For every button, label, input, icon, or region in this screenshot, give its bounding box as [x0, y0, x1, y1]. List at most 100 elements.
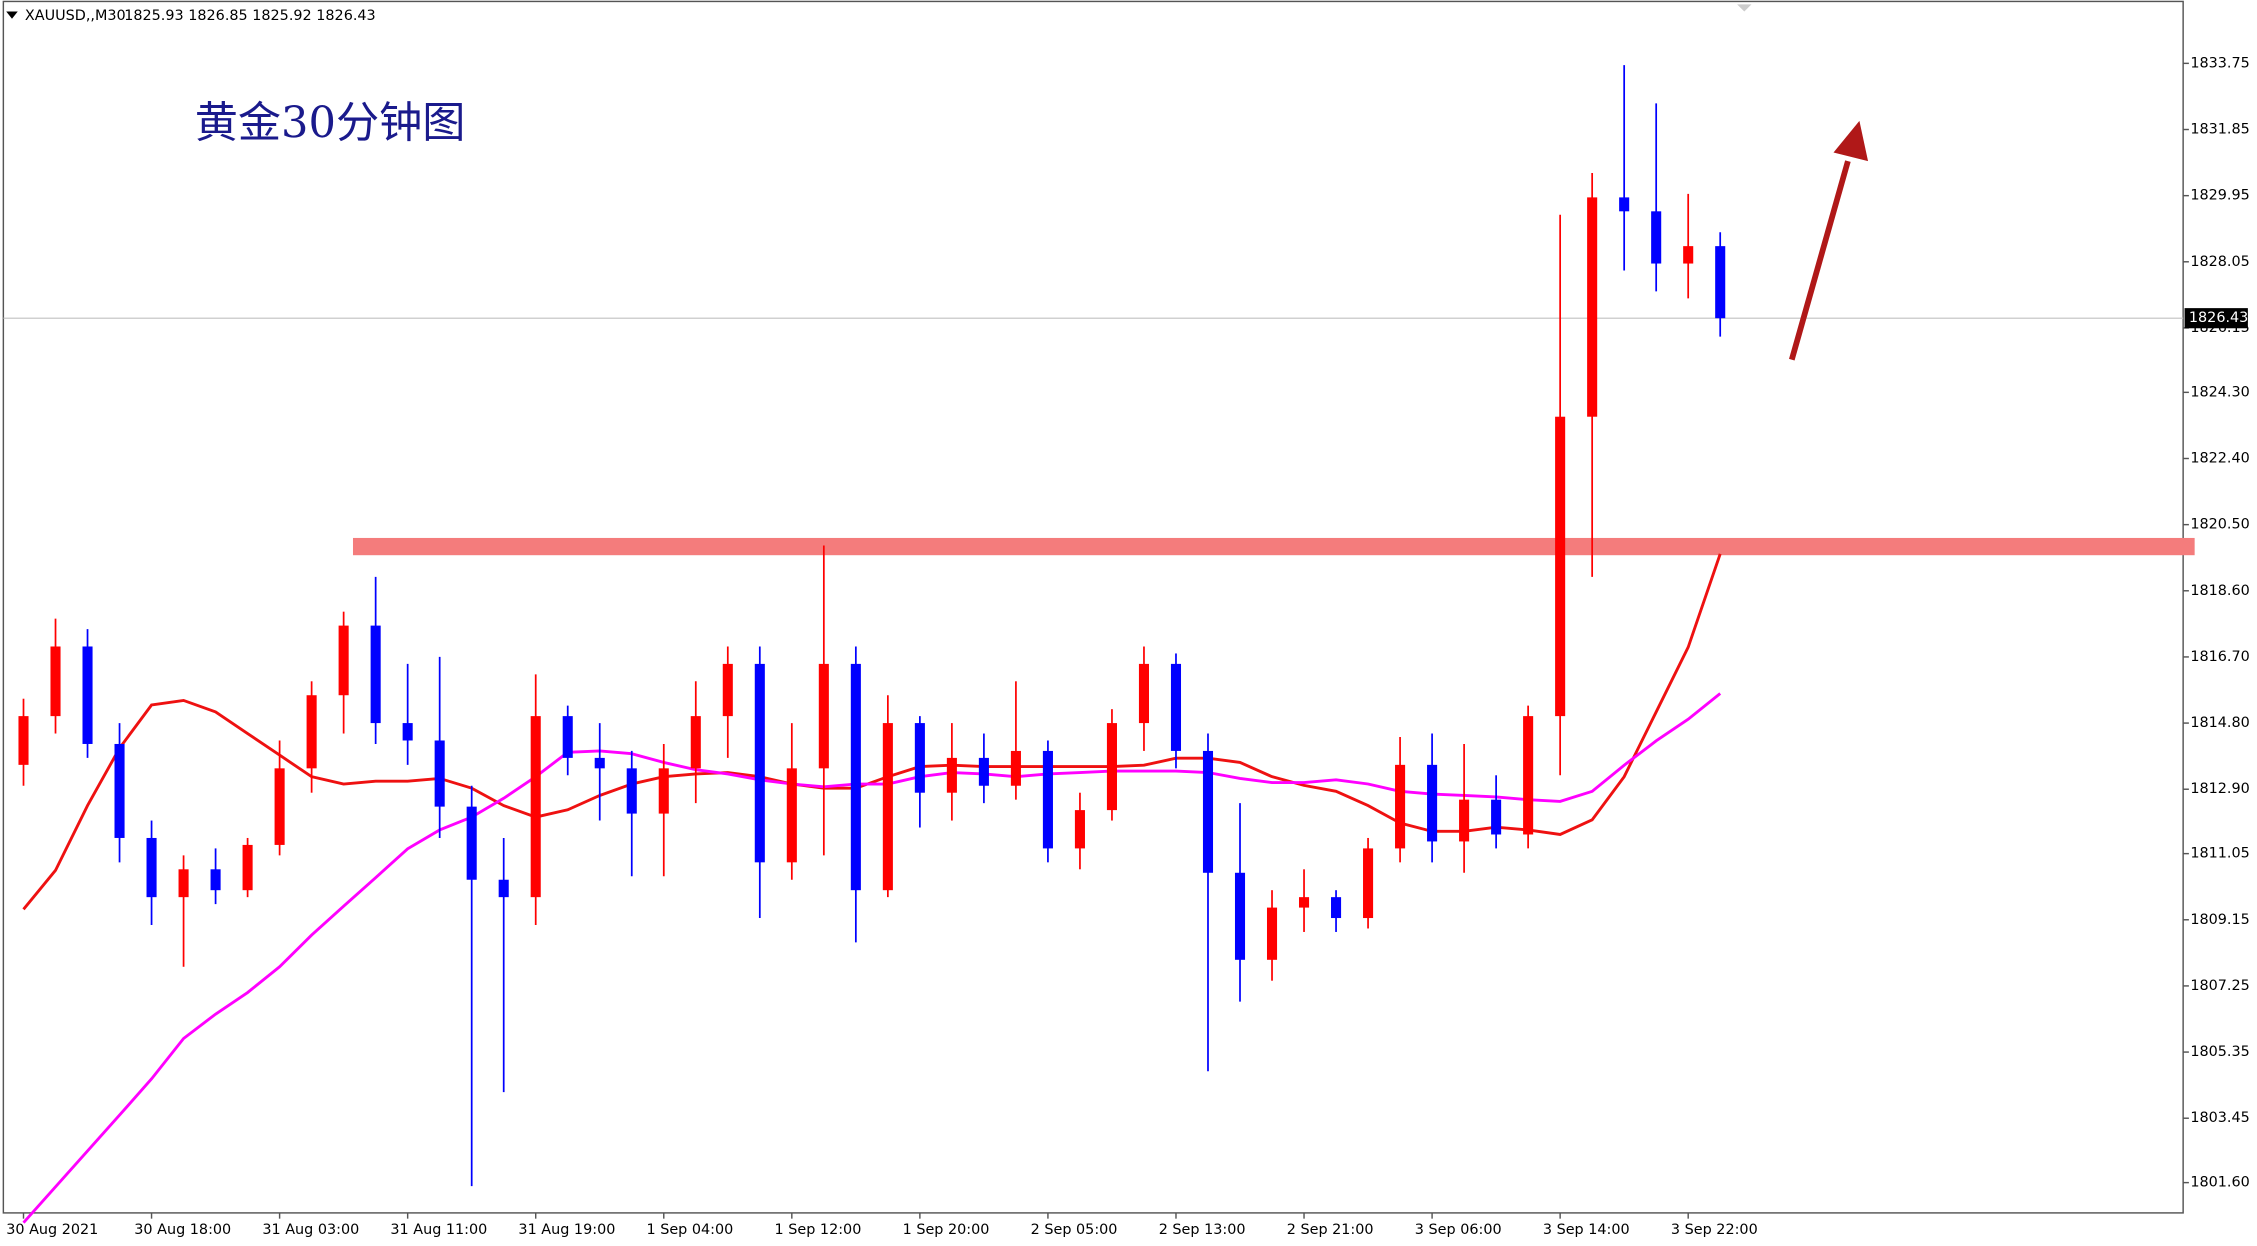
candle-body: [1555, 416, 1566, 717]
shift-marker: [1737, 4, 1752, 12]
candle-body: [1074, 810, 1085, 849]
x-tick-label: 30 Aug 2021: [6, 1222, 98, 1238]
candle-body: [786, 768, 797, 863]
y-tick-label: 1811.05: [2190, 846, 2249, 862]
moving-average: [22, 692, 1722, 1224]
candle-body: [1106, 723, 1117, 811]
x-tick-label: 31 Aug 19:00: [518, 1222, 615, 1238]
y-tick-label: 1814.80: [2190, 715, 2249, 731]
candle-body: [1651, 211, 1662, 264]
candle-body: [242, 844, 253, 891]
candle-body: [466, 806, 477, 880]
y-tick-label: 1829.95: [2190, 188, 2249, 204]
candle-body: [50, 646, 61, 717]
x-tick-label: 2 Sep 21:00: [1287, 1222, 1374, 1238]
x-tick-label: 1 Sep 20:00: [903, 1222, 990, 1238]
y-tick-label: 1828.05: [2190, 254, 2249, 270]
candle-body: [1138, 663, 1150, 724]
candle-body: [1491, 799, 1502, 835]
candle-body: [18, 716, 29, 765]
candle-body: [1234, 872, 1246, 960]
y-tick-label: 1812.90: [2190, 781, 2249, 797]
candle-body: [754, 663, 765, 863]
candle-body: [338, 625, 349, 696]
candle-body: [562, 716, 573, 758]
candle-body: [1266, 907, 1278, 960]
y-tick-label: 1824.30: [2190, 384, 2249, 400]
y-tick-label: 1831.85: [2190, 122, 2249, 138]
candle-body: [82, 646, 93, 744]
candle-body: [1683, 246, 1694, 264]
candle-body: [658, 768, 669, 814]
candle-body: [498, 879, 509, 898]
x-tick-label: 31 Aug 11:00: [390, 1222, 487, 1238]
candle-body: [690, 716, 701, 769]
candle-body: [402, 723, 413, 741]
x-tick-label: 30 Aug 18:00: [134, 1222, 231, 1238]
candle-body: [178, 869, 189, 898]
candle-body: [1170, 663, 1182, 751]
candle-body: [210, 869, 221, 891]
x-tick-label: 31 Aug 03:00: [262, 1222, 359, 1238]
candle-body: [850, 663, 861, 891]
y-tick-label: 1803.45: [2190, 1110, 2249, 1126]
candle-body: [1331, 897, 1342, 919]
candle-body: [1298, 897, 1310, 908]
candle-body: [1202, 750, 1214, 873]
candle-body: [1042, 750, 1053, 849]
candle-body: [370, 625, 381, 724]
y-tick-label: 1801.60: [2190, 1175, 2249, 1191]
x-tick-label: 1 Sep 12:00: [775, 1222, 862, 1238]
candle-body: [1587, 197, 1598, 417]
y-tick-label: 1805.35: [2190, 1044, 2249, 1060]
symbol: XAUUSD,,M30: [25, 8, 126, 24]
moving-average: [22, 553, 1722, 911]
candle-body: [306, 695, 317, 769]
candle-body: [146, 837, 157, 898]
menu-triangle[interactable]: [6, 11, 18, 19]
candle-body: [1395, 764, 1406, 849]
candle-body: [914, 723, 925, 793]
candle-body: [1523, 716, 1534, 835]
x-tick-label: 2 Sep 05:00: [1031, 1222, 1118, 1238]
y-tick-label: 1807.25: [2190, 978, 2249, 994]
candle-body: [274, 768, 285, 845]
candle-body: [1459, 799, 1470, 842]
y-tick-label: 1820.50: [2190, 517, 2249, 533]
arrow-shaft: [1789, 160, 1851, 361]
candle-body: [882, 723, 893, 891]
arrow-head: [1833, 120, 1869, 162]
resistance-band: [352, 537, 2195, 556]
candle-body: [946, 757, 957, 793]
ohlc: 1825.93 1826.85 1825.92 1826.43: [124, 8, 375, 24]
last-price-box: [2184, 308, 2248, 329]
chart-title: 黄金30分钟图: [195, 99, 466, 149]
candle-body: [1427, 764, 1438, 842]
candle-body: [978, 757, 989, 786]
x-tick-label: 1 Sep 04:00: [647, 1222, 734, 1238]
candle-body: [1010, 750, 1021, 786]
plot-border: [2, 0, 2184, 1214]
candle-body: [1619, 197, 1630, 212]
y-tick-label: 1822.40: [2190, 450, 2249, 466]
candle-body: [114, 743, 125, 838]
last-price-label: 1826.43: [2189, 310, 2248, 326]
y-tick-label: 1809.15: [2190, 912, 2249, 928]
y-tick-label: 1833.75: [2190, 55, 2249, 71]
x-tick-label: 3 Sep 06:00: [1415, 1222, 1502, 1238]
y-tick-label: 1818.60: [2190, 583, 2249, 599]
y-tick-label: 1816.70: [2190, 649, 2249, 665]
candle-body: [1363, 848, 1374, 919]
candle-body: [818, 663, 829, 769]
candle-body: [530, 716, 541, 898]
candle-body: [722, 663, 733, 717]
x-tick-label: 3 Sep 22:00: [1671, 1222, 1758, 1238]
candle-body: [626, 768, 637, 814]
x-tick-label: 2 Sep 13:00: [1159, 1222, 1246, 1238]
candle-body: [1715, 246, 1726, 319]
candle-body: [434, 740, 445, 807]
x-tick-label: 3 Sep 14:00: [1543, 1222, 1630, 1238]
